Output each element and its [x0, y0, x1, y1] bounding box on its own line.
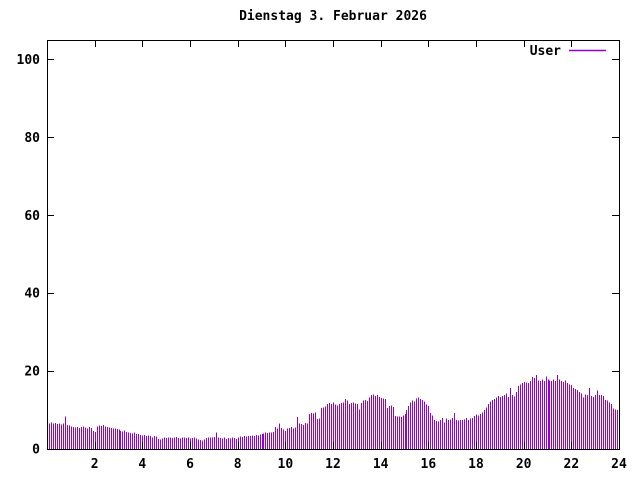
chart-title: Dienstag 3. Februar 2026: [239, 9, 427, 24]
x-tick-label: 22: [564, 457, 580, 472]
y-tick-label: 0: [32, 443, 40, 458]
y-tick-label: 40: [24, 287, 40, 302]
y-tick-label: 80: [24, 131, 40, 146]
x-tick-label: 12: [325, 457, 341, 472]
plot-border: [47, 40, 620, 450]
x-tick-label: 10: [278, 457, 294, 472]
x-tick-label: 4: [138, 457, 146, 472]
x-tick-label: 8: [234, 457, 242, 472]
x-tick-label: 2: [91, 457, 99, 472]
x-tick-label: 18: [468, 457, 484, 472]
legend-label-user: User: [530, 44, 561, 59]
x-tick-label: 20: [516, 457, 532, 472]
y-tick-label: 20: [24, 365, 40, 380]
x-tick-label: 6: [186, 457, 194, 472]
x-tick-label: 24: [611, 457, 627, 472]
x-tick-label: 16: [421, 457, 437, 472]
y-tick-label: 100: [17, 53, 41, 68]
x-tick-label: 14: [373, 457, 389, 472]
y-tick-label: 60: [24, 209, 40, 224]
